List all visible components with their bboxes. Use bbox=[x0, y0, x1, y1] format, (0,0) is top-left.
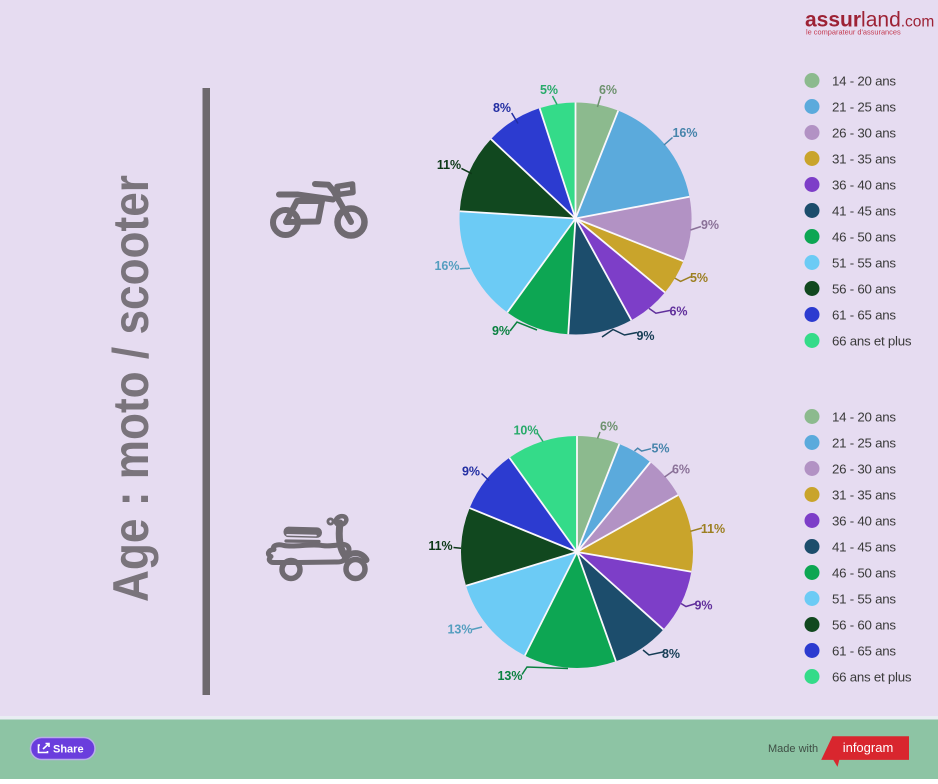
svg-text:21 - 25 ans: 21 - 25 ans bbox=[832, 436, 896, 451]
svg-text:16%: 16% bbox=[672, 126, 697, 140]
svg-text:46 - 50 ans: 46 - 50 ans bbox=[832, 566, 896, 581]
svg-text:16%: 16% bbox=[434, 259, 459, 273]
svg-text:9%: 9% bbox=[492, 324, 510, 338]
svg-text:8%: 8% bbox=[493, 101, 511, 115]
svg-text:10%: 10% bbox=[513, 424, 538, 438]
svg-text:9%: 9% bbox=[462, 465, 480, 479]
svg-text:61 - 65 ans: 61 - 65 ans bbox=[832, 644, 896, 659]
svg-text:36 - 40 ans: 36 - 40 ans bbox=[832, 178, 896, 193]
svg-text:assurland.com: assurland.com bbox=[805, 9, 934, 32]
svg-text:46 - 50 ans: 46 - 50 ans bbox=[832, 230, 896, 245]
svg-text:26 - 30 ans: 26 - 30 ans bbox=[832, 462, 896, 477]
svg-text:13%: 13% bbox=[447, 623, 472, 637]
svg-text:le comparateur d'assurances: le comparateur d'assurances bbox=[806, 28, 901, 37]
svg-text:Age : moto / scooter: Age : moto / scooter bbox=[103, 175, 159, 602]
svg-text:51 - 55 ans: 51 - 55 ans bbox=[832, 592, 896, 607]
svg-text:56 - 60 ans: 56 - 60 ans bbox=[832, 618, 896, 633]
svg-text:9%: 9% bbox=[694, 599, 712, 613]
svg-text:5%: 5% bbox=[540, 83, 558, 97]
svg-text:6%: 6% bbox=[672, 463, 690, 477]
svg-text:31 - 35 ans: 31 - 35 ans bbox=[832, 488, 896, 503]
svg-text:9%: 9% bbox=[636, 329, 654, 343]
svg-text:66 ans et plus: 66 ans et plus bbox=[832, 670, 912, 685]
svg-text:11%: 11% bbox=[701, 522, 725, 536]
svg-text:11%: 11% bbox=[428, 539, 452, 553]
svg-text:61 - 65 ans: 61 - 65 ans bbox=[832, 308, 896, 323]
svg-text:Share: Share bbox=[53, 744, 84, 756]
svg-text:26 - 30 ans: 26 - 30 ans bbox=[832, 126, 896, 141]
svg-text:11%: 11% bbox=[437, 158, 461, 172]
svg-text:5%: 5% bbox=[690, 271, 708, 285]
svg-text:31 - 35 ans: 31 - 35 ans bbox=[832, 152, 896, 167]
svg-text:51 - 55 ans: 51 - 55 ans bbox=[832, 256, 896, 271]
svg-text:41 - 45 ans: 41 - 45 ans bbox=[832, 540, 896, 555]
svg-text:41 - 45 ans: 41 - 45 ans bbox=[832, 204, 896, 219]
svg-text:36 - 40 ans: 36 - 40 ans bbox=[832, 514, 896, 529]
svg-text:14 - 20 ans: 14 - 20 ans bbox=[832, 410, 896, 425]
svg-text:6%: 6% bbox=[669, 305, 687, 319]
svg-text:66 ans et plus: 66 ans et plus bbox=[832, 334, 912, 349]
svg-text:6%: 6% bbox=[600, 420, 618, 434]
svg-text:14 - 20 ans: 14 - 20 ans bbox=[832, 74, 896, 89]
svg-text:8%: 8% bbox=[662, 647, 680, 661]
svg-text:21 - 25 ans: 21 - 25 ans bbox=[832, 100, 896, 115]
svg-text:9%: 9% bbox=[701, 218, 719, 232]
svg-text:infogram: infogram bbox=[843, 740, 894, 755]
svg-text:13%: 13% bbox=[497, 669, 522, 683]
svg-text:Made with: Made with bbox=[768, 743, 818, 755]
svg-text:6%: 6% bbox=[599, 83, 617, 97]
svg-text:5%: 5% bbox=[651, 442, 669, 456]
svg-text:56 - 60 ans: 56 - 60 ans bbox=[832, 282, 896, 297]
